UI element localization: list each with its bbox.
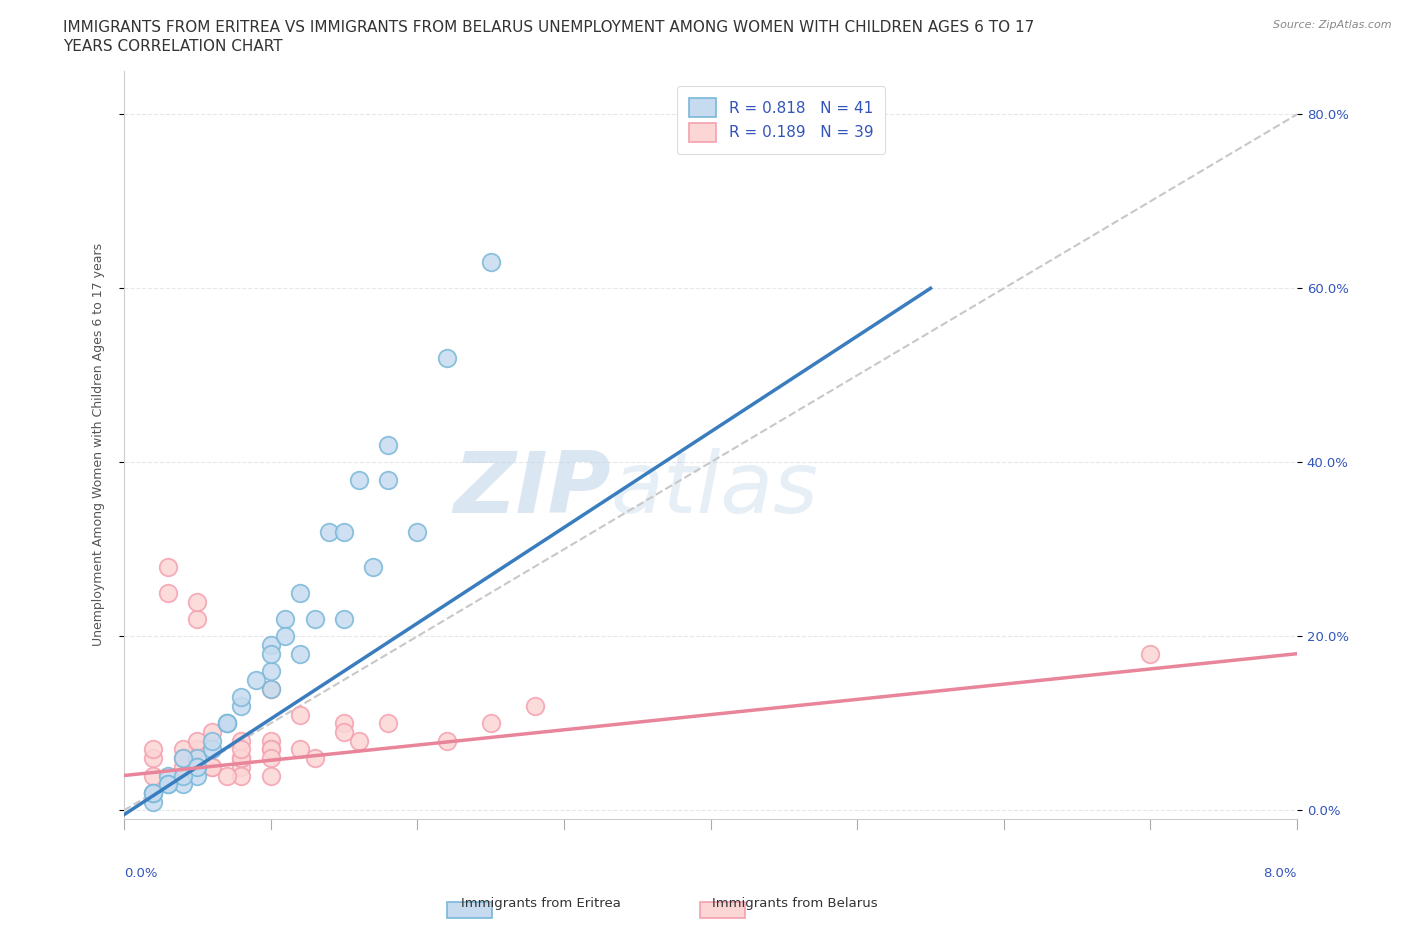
Point bbox=[186, 768, 208, 783]
Point bbox=[186, 760, 208, 775]
Point bbox=[172, 768, 194, 783]
Point bbox=[186, 760, 208, 775]
Point bbox=[186, 751, 208, 765]
Point bbox=[377, 472, 399, 487]
Point bbox=[172, 751, 194, 765]
Point bbox=[142, 751, 165, 765]
Point bbox=[479, 716, 502, 731]
Point bbox=[288, 742, 311, 757]
Point bbox=[347, 733, 370, 748]
Point bbox=[172, 777, 194, 791]
Point bbox=[333, 525, 356, 539]
Point bbox=[304, 611, 326, 626]
Text: 8.0%: 8.0% bbox=[1264, 867, 1298, 880]
Point bbox=[157, 585, 180, 600]
Text: Immigrants from Belarus: Immigrants from Belarus bbox=[711, 897, 877, 910]
Point bbox=[157, 777, 180, 791]
Point bbox=[157, 768, 180, 783]
Point bbox=[142, 742, 165, 757]
Point bbox=[157, 777, 180, 791]
Point bbox=[274, 611, 297, 626]
Point bbox=[363, 559, 385, 574]
Point bbox=[215, 716, 238, 731]
Point bbox=[142, 786, 165, 801]
Point bbox=[406, 525, 429, 539]
Point bbox=[333, 611, 356, 626]
Point bbox=[201, 742, 224, 757]
Point bbox=[288, 646, 311, 661]
Point bbox=[436, 351, 458, 365]
Point bbox=[231, 742, 253, 757]
Text: Source: ZipAtlas.com: Source: ZipAtlas.com bbox=[1274, 20, 1392, 31]
Point bbox=[142, 768, 165, 783]
Point bbox=[1139, 646, 1161, 661]
Point bbox=[231, 751, 253, 765]
Point bbox=[201, 760, 224, 775]
Point bbox=[260, 646, 283, 661]
Point bbox=[318, 525, 340, 539]
Point bbox=[260, 742, 283, 757]
Point bbox=[260, 664, 283, 679]
Text: ZIP: ZIP bbox=[453, 448, 610, 531]
Point bbox=[274, 629, 297, 644]
Point bbox=[377, 437, 399, 452]
Point bbox=[172, 751, 194, 765]
Point bbox=[231, 698, 253, 713]
Point bbox=[231, 751, 253, 765]
Point bbox=[523, 698, 546, 713]
Point bbox=[186, 611, 208, 626]
Point bbox=[436, 733, 458, 748]
Point bbox=[186, 742, 208, 757]
Point bbox=[479, 255, 502, 270]
Point bbox=[172, 760, 194, 775]
Text: IMMIGRANTS FROM ERITREA VS IMMIGRANTS FROM BELARUS UNEMPLOYMENT AMONG WOMEN WITH: IMMIGRANTS FROM ERITREA VS IMMIGRANTS FR… bbox=[63, 20, 1035, 35]
Point bbox=[201, 733, 224, 748]
Point bbox=[215, 768, 238, 783]
Point bbox=[215, 716, 238, 731]
Point bbox=[260, 768, 283, 783]
Text: YEARS CORRELATION CHART: YEARS CORRELATION CHART bbox=[63, 39, 283, 54]
Point bbox=[186, 594, 208, 609]
Point bbox=[157, 559, 180, 574]
Point bbox=[260, 733, 283, 748]
Point bbox=[231, 768, 253, 783]
Point bbox=[304, 751, 326, 765]
Point bbox=[172, 742, 194, 757]
Text: atlas: atlas bbox=[610, 448, 818, 531]
Text: Immigrants from Eritrea: Immigrants from Eritrea bbox=[461, 897, 621, 910]
Point bbox=[201, 724, 224, 739]
Point bbox=[142, 786, 165, 801]
Point bbox=[260, 681, 283, 696]
Legend: R = 0.818   N = 41, R = 0.189   N = 39: R = 0.818 N = 41, R = 0.189 N = 39 bbox=[676, 86, 886, 153]
Text: 0.0%: 0.0% bbox=[124, 867, 157, 880]
Point bbox=[260, 751, 283, 765]
Point bbox=[245, 672, 267, 687]
Point bbox=[333, 724, 356, 739]
Point bbox=[215, 716, 238, 731]
Point bbox=[288, 707, 311, 722]
Point bbox=[260, 742, 283, 757]
Point bbox=[201, 760, 224, 775]
Point bbox=[231, 733, 253, 748]
Point bbox=[288, 585, 311, 600]
Point bbox=[142, 794, 165, 809]
Point bbox=[333, 716, 356, 731]
Y-axis label: Unemployment Among Women with Children Ages 6 to 17 years: Unemployment Among Women with Children A… bbox=[93, 244, 105, 646]
Point bbox=[260, 638, 283, 653]
Point bbox=[347, 472, 370, 487]
Point bbox=[260, 681, 283, 696]
Point bbox=[231, 690, 253, 705]
Point bbox=[186, 733, 208, 748]
Point bbox=[142, 786, 165, 801]
Point bbox=[231, 760, 253, 775]
Point bbox=[377, 716, 399, 731]
